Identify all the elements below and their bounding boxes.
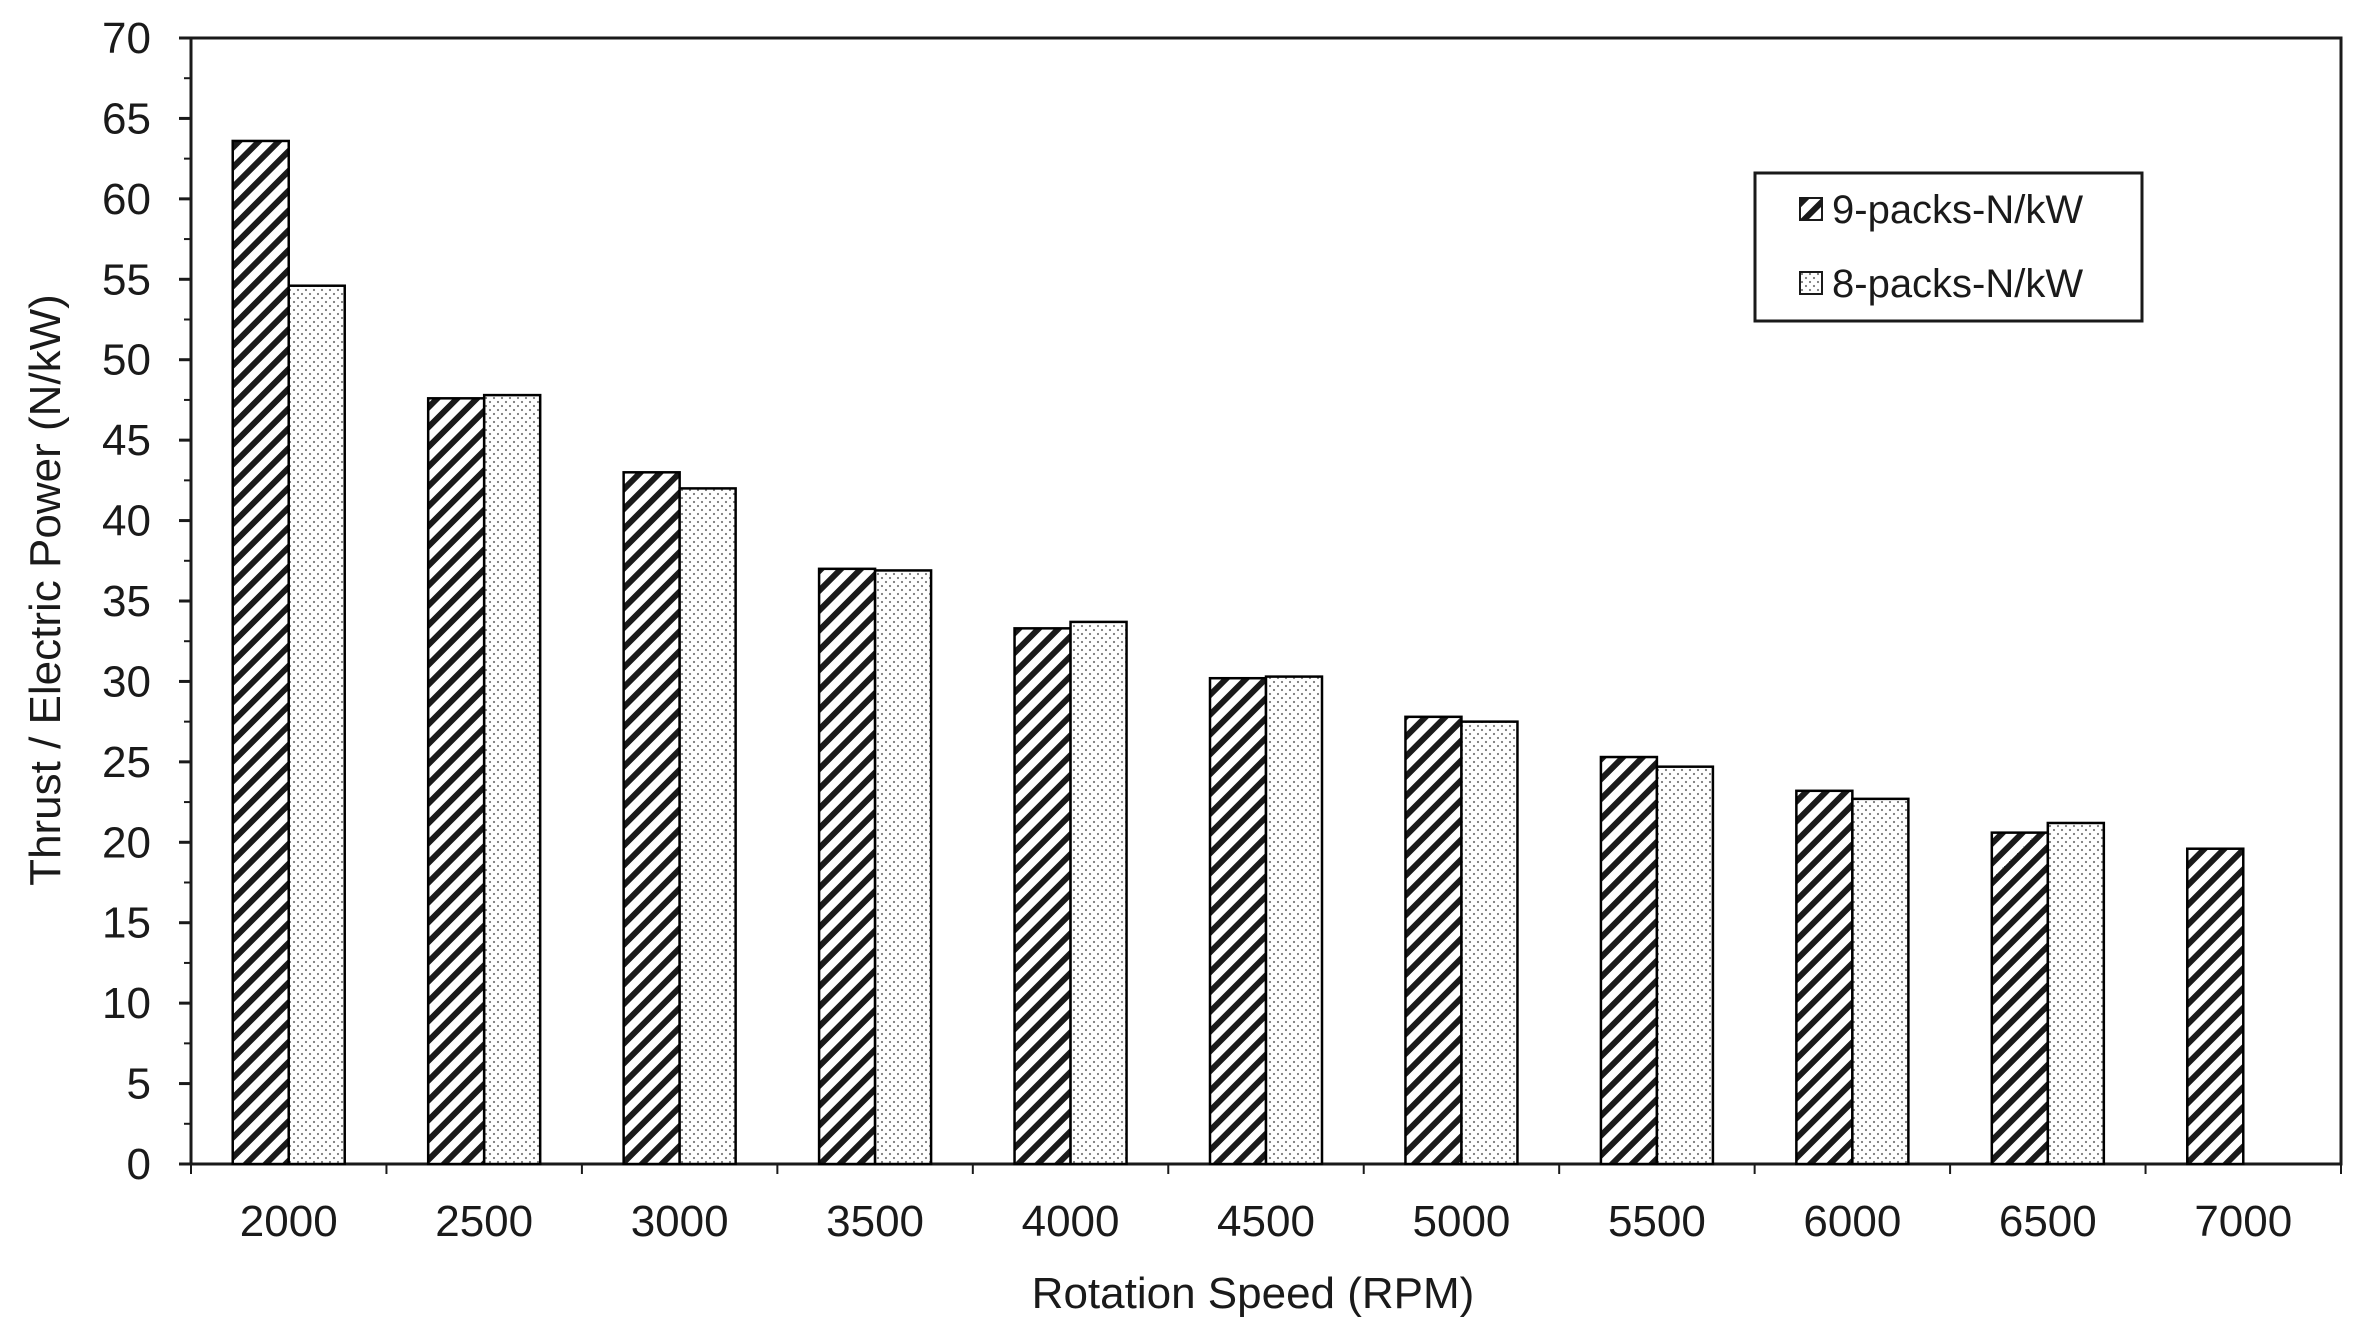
bars-group [231,139,2245,1166]
bar-9-packs-6500 [1990,831,2050,1166]
y-tick-label: 35 [102,577,151,626]
y-tick-label: 5 [127,1060,151,1109]
y-tick-label: 60 [102,175,151,224]
y-tick-label: 45 [102,416,151,465]
y-tick-label: 15 [102,899,151,948]
bar-9-packs-5000 [1404,715,1463,1166]
legend-label-9-packs: 9-packs-N/kW [1832,188,2083,232]
legend-swatch-8-packs [1799,271,1823,295]
y-tick-label: 70 [102,14,151,63]
x-tick-label: 2000 [240,1197,338,1246]
y-axis-title: Thrust / Electric Power (N/kW) [21,294,70,886]
x-tick-label: 3500 [826,1197,924,1246]
bar-9-packs-3000 [622,471,681,1166]
bar-8-packs-6500 [2046,821,2106,1166]
legend: 9-packs-N/kW 8-packs-N/kW [1753,171,2144,323]
legend-label-8-packs: 8-packs-N/kW [1832,262,2083,306]
y-tick-label: 40 [102,497,151,546]
x-tick-label: 5000 [1413,1197,1511,1246]
x-tick-label: 4000 [1022,1197,1120,1246]
bar-9-packs-5500 [1599,755,1659,1166]
x-tick-label: 6000 [1803,1197,1901,1246]
bar-8-packs-3500 [873,569,933,1166]
bar-9-packs-2000 [231,139,290,1166]
bar-8-packs-4000 [1069,620,1128,1166]
bar-8-packs-2000 [287,284,346,1166]
y-tick-label: 0 [127,1140,151,1189]
bar-8-packs-2500 [482,393,542,1166]
legend-swatch-9-packs [1799,197,1823,221]
y-tick-label: 50 [102,336,151,385]
bar-8-packs-3000 [678,487,737,1166]
y-tick-label: 65 [102,94,151,143]
bar-8-packs-5500 [1655,765,1715,1166]
bar-8-packs-5000 [1460,720,1519,1166]
bar-9-packs-3500 [817,567,877,1166]
x-axis: 2000 2500 3000 3500 4000 4500 5000 5500 6000 6500… [190,1164,2342,1246]
x-tick-label: 2500 [435,1197,533,1246]
y-tick-label: 25 [102,738,151,787]
y-tick-label: 55 [102,255,151,304]
x-tick-label: 7000 [2194,1197,2292,1246]
y-tick-label: 10 [102,979,151,1028]
bar-9-packs-7000 [2186,847,2245,1166]
x-axis-title: Rotation Speed (RPM) [1032,1269,1475,1318]
y-tick-label: 30 [102,657,151,706]
x-tick-label: 5500 [1608,1197,1706,1246]
x-tick-label: 6500 [1999,1197,2097,1246]
bar-9-packs-6000 [1795,789,1854,1166]
y-axis: 0 5 10 15 20 25 30 35 40 45 50 55 60 65 70 [102,14,191,1189]
bar-8-packs-4500 [1264,675,1324,1166]
x-tick-label: 4500 [1217,1197,1315,1246]
bar-8-packs-6000 [1851,797,1910,1166]
bar-9-packs-4500 [1208,676,1268,1166]
x-tick-label: 3000 [631,1197,729,1246]
y-tick-label: 20 [102,818,151,867]
bar-9-packs-2500 [426,397,486,1166]
bar-9-packs-4000 [1013,627,1072,1166]
